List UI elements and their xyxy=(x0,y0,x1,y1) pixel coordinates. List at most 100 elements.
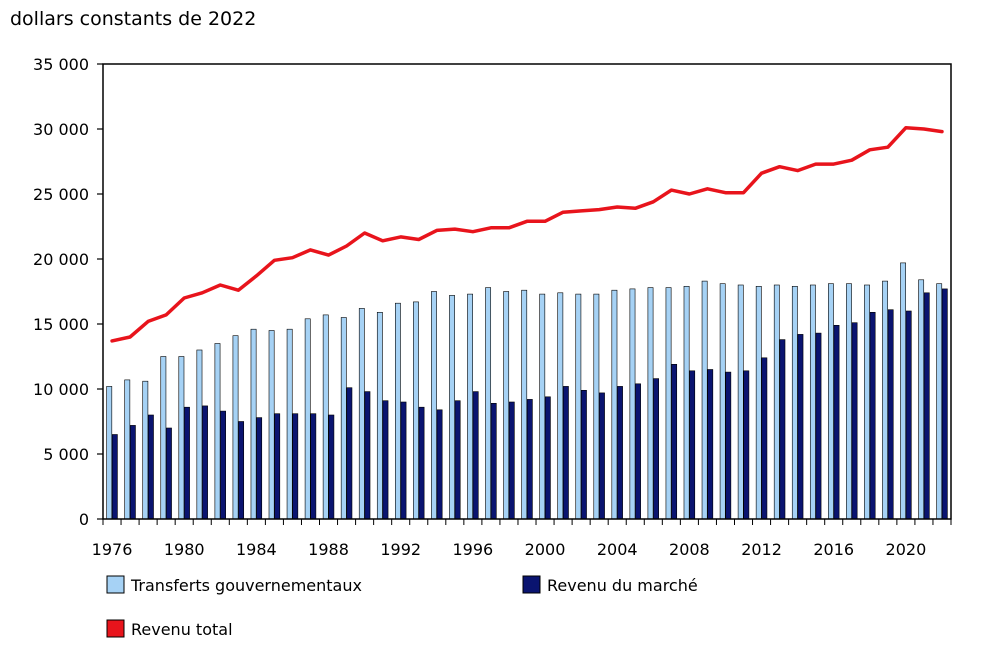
bar-market xyxy=(238,421,245,520)
bar-transfers xyxy=(376,311,383,520)
x-tick-label: 2004 xyxy=(597,540,638,559)
bar-transfers xyxy=(918,279,925,520)
bar-transfers xyxy=(719,283,726,520)
bar-transfers xyxy=(773,284,780,520)
bar-transfers xyxy=(268,330,275,520)
plot-area-frame xyxy=(102,63,952,520)
y-tick-label: 0 xyxy=(79,510,89,529)
bar-transfers xyxy=(629,288,636,520)
line-total-income xyxy=(110,125,944,343)
bar-market xyxy=(436,409,443,520)
bar-market xyxy=(725,371,732,520)
y-tick-label: 10 000 xyxy=(33,380,89,399)
bar-market xyxy=(364,391,371,520)
bar-market xyxy=(544,396,551,520)
bar-market xyxy=(184,406,190,520)
bar-transfers xyxy=(232,335,239,520)
bar-transfers xyxy=(593,293,600,520)
x-tick-label: 2008 xyxy=(669,540,710,559)
bar-market xyxy=(707,369,714,520)
bar-market xyxy=(490,402,497,520)
bar-market xyxy=(851,322,858,520)
bar-transfers xyxy=(900,262,906,520)
bar-transfers xyxy=(864,284,870,520)
y-tick-label: 5 000 xyxy=(43,445,89,464)
bar-market xyxy=(581,389,587,520)
bar-transfers xyxy=(882,280,888,520)
bar-transfers xyxy=(106,386,113,520)
bar-market xyxy=(220,410,226,520)
legend-swatch xyxy=(106,575,125,594)
x-tick-label: 1980 xyxy=(164,540,205,559)
bar-market xyxy=(148,414,154,520)
bar-transfers xyxy=(286,328,293,520)
bar-transfers xyxy=(665,287,672,520)
legend-label: Transferts gouvernementaux xyxy=(130,576,362,595)
legend-swatch xyxy=(522,575,541,594)
bar-market xyxy=(779,339,786,520)
bar-transfers xyxy=(936,283,943,520)
bar-transfers xyxy=(304,318,311,520)
x-tick-label: 1984 xyxy=(236,540,277,559)
bar-transfers xyxy=(521,289,528,520)
bar-transfers xyxy=(340,317,347,520)
bar-transfers xyxy=(485,287,492,520)
bar-transfers xyxy=(611,289,618,520)
bar-market xyxy=(743,370,750,520)
y-tick-label: 20 000 xyxy=(33,250,89,269)
bar-market xyxy=(328,414,335,520)
bar-transfers xyxy=(557,292,564,520)
bar-transfers xyxy=(809,284,816,520)
y-axis: 0 5 000 10 000 15 000 20 000 25 000 30 000 35 0… xyxy=(33,55,103,529)
bar-transfers xyxy=(737,284,744,520)
bar-transfers xyxy=(449,295,455,520)
bar-series-group xyxy=(106,262,948,520)
x-tick-label: 1976 xyxy=(92,540,133,559)
bar-market xyxy=(472,391,479,520)
bar-market xyxy=(815,332,822,520)
line-series-group xyxy=(110,125,944,343)
y-tick-label: 30 000 xyxy=(33,120,89,139)
bar-market xyxy=(310,413,317,520)
legend: Transferts gouvernementaux Revenu du marc… xyxy=(106,575,698,639)
bar-market xyxy=(111,434,118,520)
bar-transfers xyxy=(394,302,401,520)
bar-transfers xyxy=(178,356,185,520)
bar-transfers xyxy=(467,293,473,520)
bar-transfers xyxy=(431,291,437,520)
bar-transfers xyxy=(503,291,510,520)
bar-transfers xyxy=(196,349,203,520)
legend-swatch xyxy=(106,619,125,638)
bar-market xyxy=(923,292,930,520)
bar-market xyxy=(454,400,461,520)
bar-transfers xyxy=(142,380,149,520)
bar-transfers xyxy=(322,314,329,520)
bar-transfers xyxy=(250,328,257,520)
x-tick-label: 2020 xyxy=(886,540,927,559)
bar-transfers xyxy=(701,280,708,520)
x-tick-label: 2000 xyxy=(525,540,566,559)
bar-market xyxy=(941,288,948,520)
bar-transfers xyxy=(755,285,762,520)
bar-market xyxy=(797,334,804,520)
y-tick-label: 35 000 xyxy=(33,55,89,74)
x-tick-label: 2016 xyxy=(813,540,854,559)
bar-market xyxy=(562,386,569,520)
bar-market xyxy=(346,387,353,520)
bar-market xyxy=(418,406,425,520)
bar-market xyxy=(256,417,263,520)
bar-transfers xyxy=(124,379,131,520)
bar-market xyxy=(761,357,768,520)
bar-market xyxy=(129,425,136,520)
y-tick-label: 15 000 xyxy=(33,315,89,334)
bar-market xyxy=(382,400,389,520)
x-tick-label: 1996 xyxy=(453,540,494,559)
bar-market xyxy=(599,392,605,520)
bar-transfers xyxy=(539,293,546,520)
bar-market xyxy=(689,370,696,520)
bar-transfers xyxy=(846,283,852,520)
bar-market xyxy=(166,427,172,520)
bar-market xyxy=(869,311,876,520)
bar-market xyxy=(833,324,840,520)
